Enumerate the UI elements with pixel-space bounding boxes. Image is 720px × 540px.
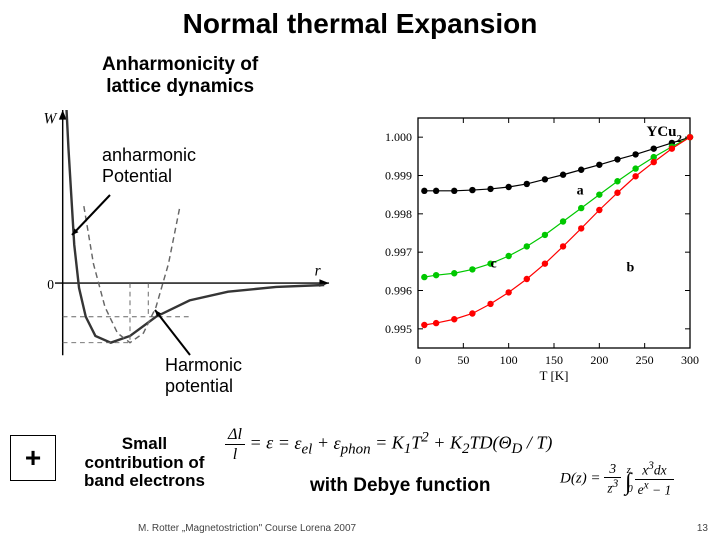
svg-text:0.999: 0.999	[385, 169, 412, 183]
svg-text:0.996: 0.996	[385, 284, 412, 298]
svg-text:r: r	[315, 262, 322, 279]
svg-text:100: 100	[500, 353, 518, 367]
svg-text:200: 200	[590, 353, 608, 367]
page-title: Normal thermal Expansion	[0, 8, 720, 40]
svg-text:250: 250	[636, 353, 654, 367]
svg-text:300: 300	[681, 353, 699, 367]
svg-text:0: 0	[47, 277, 54, 292]
harmonic-label: Harmonic potential	[165, 355, 242, 396]
svg-text:W: W	[43, 110, 57, 127]
small-contribution-label: Small contribution of band electrons	[84, 435, 205, 491]
svg-text:1.000: 1.000	[385, 130, 412, 144]
thermal-expansion-chart: YCu2050100150200250300T [K]0.9950.9960.9…	[370, 108, 700, 383]
svg-text:0.997: 0.997	[385, 245, 412, 259]
page-number: 13	[697, 523, 708, 534]
svg-text:a: a	[577, 184, 584, 199]
main-equation: Δll = ε = εel + εphon = K1T2 + K2TD(ΘD /…	[225, 425, 552, 464]
footer-citation: M. Rotter „Magnetostriction" Course Lore…	[138, 523, 356, 534]
potential-chart: Wr 0	[20, 110, 340, 360]
svg-text:0: 0	[415, 353, 421, 367]
svg-text:b: b	[627, 260, 635, 275]
svg-text:0.998: 0.998	[385, 207, 412, 221]
svg-text:50: 50	[457, 353, 469, 367]
svg-text:150: 150	[545, 353, 563, 367]
debye-function-label: with Debye function	[310, 475, 491, 497]
subtitle: Anharmonicity of lattice dynamics	[102, 54, 258, 98]
svg-text:0.995: 0.995	[385, 322, 412, 336]
svg-text:T [K]: T [K]	[539, 368, 568, 383]
debye-equation: D(z) = 3z3 ∫0z x3dxex − 1	[560, 460, 674, 498]
svg-text:c: c	[491, 257, 497, 272]
plus-box: +	[10, 435, 56, 481]
